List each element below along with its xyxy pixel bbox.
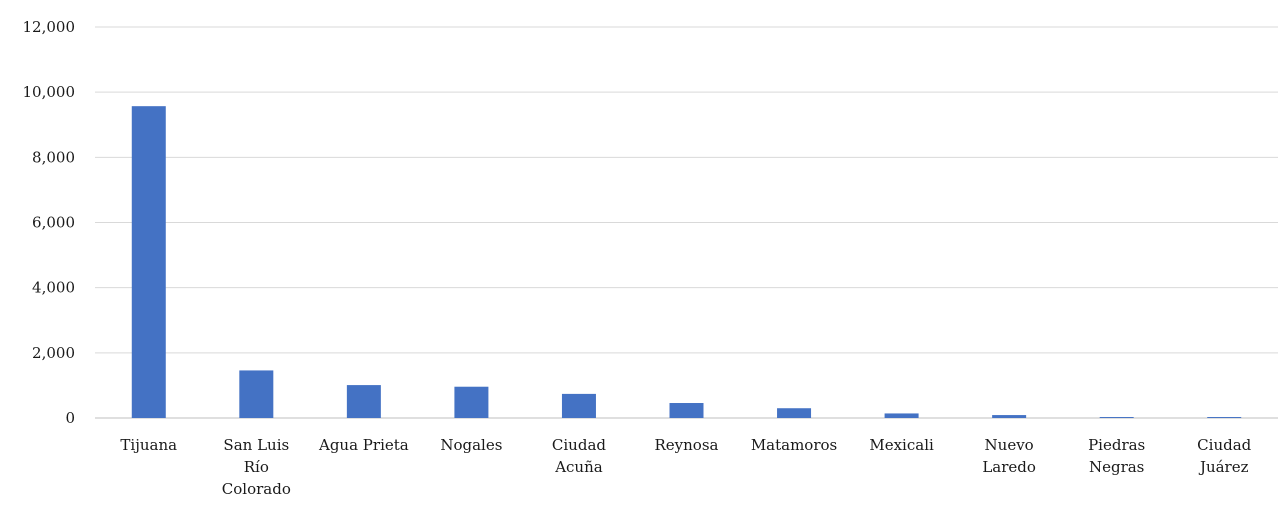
gridlines	[95, 26, 1278, 419]
y-tick-label: 6,000	[32, 214, 75, 232]
bar	[346, 385, 381, 418]
bar	[1207, 417, 1242, 418]
bar	[1099, 417, 1134, 418]
bar	[669, 403, 704, 418]
x-axis-tick-labels: Tijuana San Luis Río Colorado Agua Prieta Nog…	[120, 436, 1251, 498]
x-tick-label: Tijuana	[120, 436, 177, 454]
bar	[239, 370, 274, 418]
y-axis-tick-labels: 0 2,000 4,000 6,000 8,000 10,000 12,000	[23, 18, 76, 427]
x-tick-label: Piedras Negras	[1088, 436, 1145, 476]
x-tick-label: Ciudad Acuña	[552, 436, 606, 476]
x-tick-label: Nogales	[440, 436, 502, 454]
bar	[777, 408, 812, 418]
bar	[561, 393, 596, 418]
x-tick-label: San Luis Río Colorado	[222, 436, 291, 498]
bars	[131, 106, 1242, 419]
y-tick-label: 0	[65, 409, 75, 427]
x-tick-label: Nuevo Laredo	[982, 436, 1036, 476]
y-tick-label: 10,000	[23, 83, 76, 101]
bar	[131, 106, 166, 419]
x-tick-label: Reynosa	[655, 436, 719, 454]
x-tick-label: Mexicali	[869, 436, 934, 454]
x-tick-label: Matamoros	[751, 436, 837, 454]
y-tick-label: 8,000	[32, 148, 75, 166]
bar	[454, 386, 489, 418]
bar	[884, 413, 919, 418]
x-tick-label: Agua Prieta	[318, 436, 409, 454]
y-tick-label: 4,000	[32, 279, 75, 297]
y-tick-label: 2,000	[32, 344, 75, 362]
x-tick-label: Ciudad Juárez	[1197, 436, 1251, 476]
bar	[992, 415, 1027, 418]
y-tick-label: 12,000	[23, 18, 76, 36]
